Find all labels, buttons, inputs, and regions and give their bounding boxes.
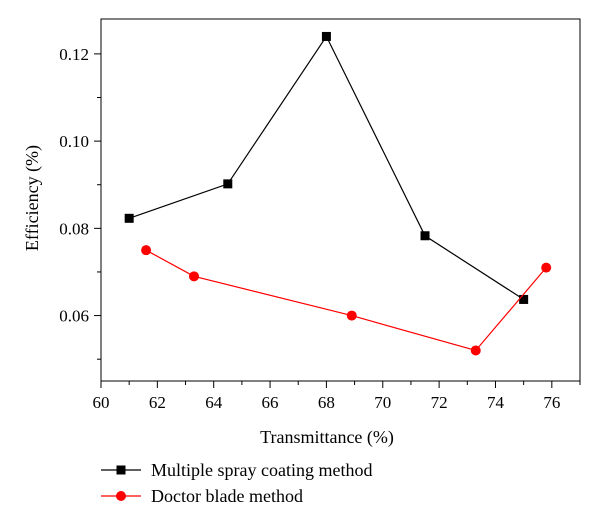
x-tick-label: 60 bbox=[93, 393, 110, 412]
series-1 bbox=[124, 31, 529, 304]
data-point bbox=[124, 213, 134, 223]
x-tick-label: 70 bbox=[374, 393, 391, 412]
data-point bbox=[321, 31, 331, 41]
data-point bbox=[519, 294, 529, 304]
x-tick-label: 68 bbox=[318, 393, 335, 412]
legend-marker bbox=[116, 491, 126, 501]
data-point bbox=[470, 345, 481, 356]
legend: Multiple spray coating method Doctor blad… bbox=[101, 460, 372, 506]
legend-item: Doctor blade method bbox=[101, 486, 303, 506]
data-point bbox=[346, 310, 357, 321]
series-2 bbox=[141, 245, 552, 356]
y-tick-label: 0.12 bbox=[59, 45, 89, 64]
data-point bbox=[541, 262, 552, 273]
legend-label: Doctor blade method bbox=[151, 486, 303, 506]
y-tick-label: 0.06 bbox=[59, 307, 89, 326]
x-tick-label: 72 bbox=[431, 393, 448, 412]
y-axis: 0.06 0.08 0.10 0.12 bbox=[59, 45, 101, 360]
legend-marker bbox=[116, 465, 126, 475]
y-axis-title: Efficiency (%) bbox=[22, 145, 43, 251]
plot-border bbox=[100, 18, 581, 382]
x-tick-label: 76 bbox=[543, 393, 560, 412]
legend-label: Multiple spray coating method bbox=[151, 460, 372, 480]
data-point bbox=[223, 179, 233, 189]
plot-frame bbox=[100, 18, 581, 382]
data-point bbox=[420, 231, 430, 241]
x-axis-title: Transmittance (%) bbox=[260, 427, 394, 448]
x-tick-label: 66 bbox=[262, 393, 279, 412]
series-layer bbox=[124, 31, 552, 356]
x-axis: 60 62 64 66 68 70 72 74 76 bbox=[93, 381, 581, 412]
x-tick-label: 74 bbox=[487, 393, 505, 412]
y-tick-label: 0.10 bbox=[59, 132, 89, 151]
data-point bbox=[188, 271, 199, 282]
y-tick-label: 0.08 bbox=[59, 219, 89, 238]
x-tick-label: 64 bbox=[205, 393, 223, 412]
series-line bbox=[145, 249, 547, 352]
data-point bbox=[141, 245, 152, 256]
series-line bbox=[129, 35, 524, 300]
legend-item: Multiple spray coating method bbox=[101, 460, 372, 480]
x-tick-label: 62 bbox=[149, 393, 166, 412]
